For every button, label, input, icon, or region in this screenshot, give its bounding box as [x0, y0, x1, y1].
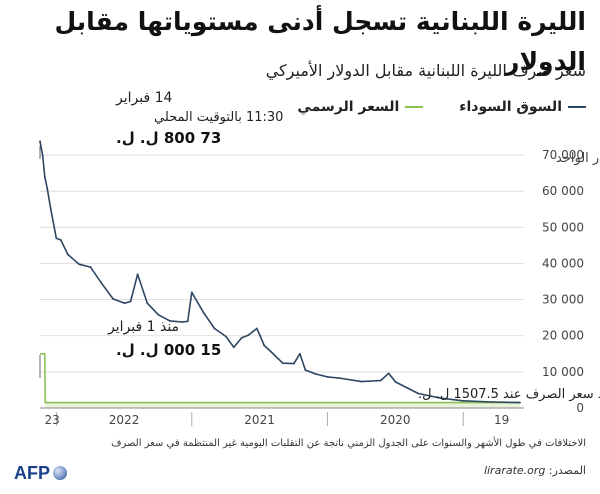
- black-market-point: [202, 311, 205, 314]
- black-market-point: [66, 253, 69, 256]
- black-market-point: [123, 302, 126, 305]
- black-market-point: [41, 154, 44, 157]
- x-tick-label: 2022: [109, 413, 140, 427]
- y-tick-label: 40 000: [542, 256, 584, 270]
- black-market-point: [360, 380, 363, 383]
- black-market-point: [379, 379, 382, 382]
- black-market-point: [263, 344, 266, 347]
- chart-footnote: الاختلافات في طول الأشهر والسنوات على ال…: [111, 438, 586, 449]
- black-market-point: [46, 188, 49, 191]
- chart-source: المصدر: lirarate.org: [484, 462, 586, 480]
- official-rate-line: [40, 352, 520, 404]
- source-site: lirarate.org: [483, 464, 546, 477]
- feb1-value-annotation: 15 000 ل. ل.: [116, 341, 221, 359]
- y-tick-label: 70 000: [542, 148, 584, 162]
- black-market-point: [112, 298, 114, 300]
- black-market-point: [491, 401, 494, 403]
- black-market-point: [270, 351, 273, 353]
- y-tick-label: 60 000: [542, 184, 584, 198]
- y-tick-label: 10 000: [542, 365, 584, 379]
- black-market-point: [394, 381, 397, 383]
- afp-globe-icon: [53, 466, 67, 480]
- peg-period-note: ديسمبر 1997 - 31 يناير 2023 ضبط سعر الصر…: [418, 387, 600, 402]
- black-market-point: [259, 334, 261, 337]
- chart-subtitle: سعر صرف الليرة اللبنانية مقابل الدولار ا…: [265, 61, 586, 80]
- black-market-point: [519, 401, 521, 404]
- legend-official-label: السعر الرسمي: [297, 99, 400, 115]
- black-market-point: [169, 320, 171, 322]
- black-market-point: [225, 335, 227, 338]
- y-axis-label: ليرة لبنانية للدولار الواحد: [556, 151, 600, 166]
- black-market-point: [55, 237, 58, 240]
- black-market-line: [39, 141, 521, 404]
- black-market-point: [146, 302, 149, 305]
- source-label: المصدر:: [548, 464, 586, 477]
- legend-black-market-swatch: [568, 106, 586, 108]
- black-market-point: [100, 282, 103, 285]
- black-market-point: [190, 291, 193, 294]
- black-market-point: [78, 263, 80, 266]
- y-tick-label: 50 000: [542, 220, 584, 234]
- black-market-point: [182, 321, 184, 323]
- peg-period-band: [45, 402, 521, 408]
- black-market-point: [440, 397, 442, 400]
- black-market-point: [281, 362, 284, 365]
- afp-logo: AFP: [14, 463, 67, 483]
- black-market-point: [247, 334, 250, 336]
- black-market-point: [387, 372, 390, 375]
- legend-official: السعر الرسمي: [297, 96, 424, 118]
- page-title: الليرة اللبنانية تسجل أدنى مستوياتها مقا…: [54, 7, 586, 76]
- black-market-point: [157, 313, 160, 316]
- black-market-point: [293, 362, 295, 365]
- x-tick-label: 2021: [244, 413, 275, 427]
- black-market-point: [232, 346, 235, 349]
- black-market-point: [136, 273, 139, 276]
- y-tick-label: 0: [576, 401, 584, 415]
- black-market-point: [299, 352, 301, 355]
- x-tick-label: 19: [494, 413, 509, 427]
- afp-logo-text: AFP: [14, 463, 50, 483]
- feb1-date-annotation: منذ 1 فبراير: [107, 319, 179, 335]
- black-market-point: [326, 376, 329, 378]
- y-tick-label: 30 000: [542, 293, 584, 307]
- x-tick-label: 2020: [380, 413, 411, 427]
- black-market-point: [240, 337, 243, 339]
- black-market-point: [337, 377, 340, 379]
- legend-official-swatch: [405, 106, 424, 108]
- black-market-point: [43, 175, 46, 178]
- latest-value-annotation: 73 800 ل. ل.: [116, 129, 221, 147]
- black-market-point: [462, 399, 465, 402]
- legend-black-market: السوق السوداء: [459, 96, 586, 118]
- x-tick-label: 23: [45, 413, 60, 427]
- chart-legend: السوق السوداء السعر الرسمي: [297, 96, 586, 118]
- legend-black-market-label: السوق السوداء: [459, 99, 562, 115]
- latest-time-annotation: 11:30 بالتوقيت المحلي: [154, 110, 283, 125]
- black-market-point: [304, 369, 307, 371]
- black-market-point: [213, 327, 216, 330]
- black-market-point: [255, 327, 258, 330]
- black-market-point: [59, 239, 62, 241]
- black-market-point: [49, 208, 52, 211]
- black-market-point: [89, 266, 92, 268]
- y-tick-label: 20 000: [542, 329, 584, 343]
- black-market-point: [186, 320, 189, 323]
- black-market-point: [417, 392, 420, 395]
- black-market-point: [129, 300, 132, 303]
- black-market-point: [39, 140, 41, 143]
- black-market-point: [314, 373, 317, 375]
- latest-date-annotation: 14 فبراير: [115, 90, 173, 106]
